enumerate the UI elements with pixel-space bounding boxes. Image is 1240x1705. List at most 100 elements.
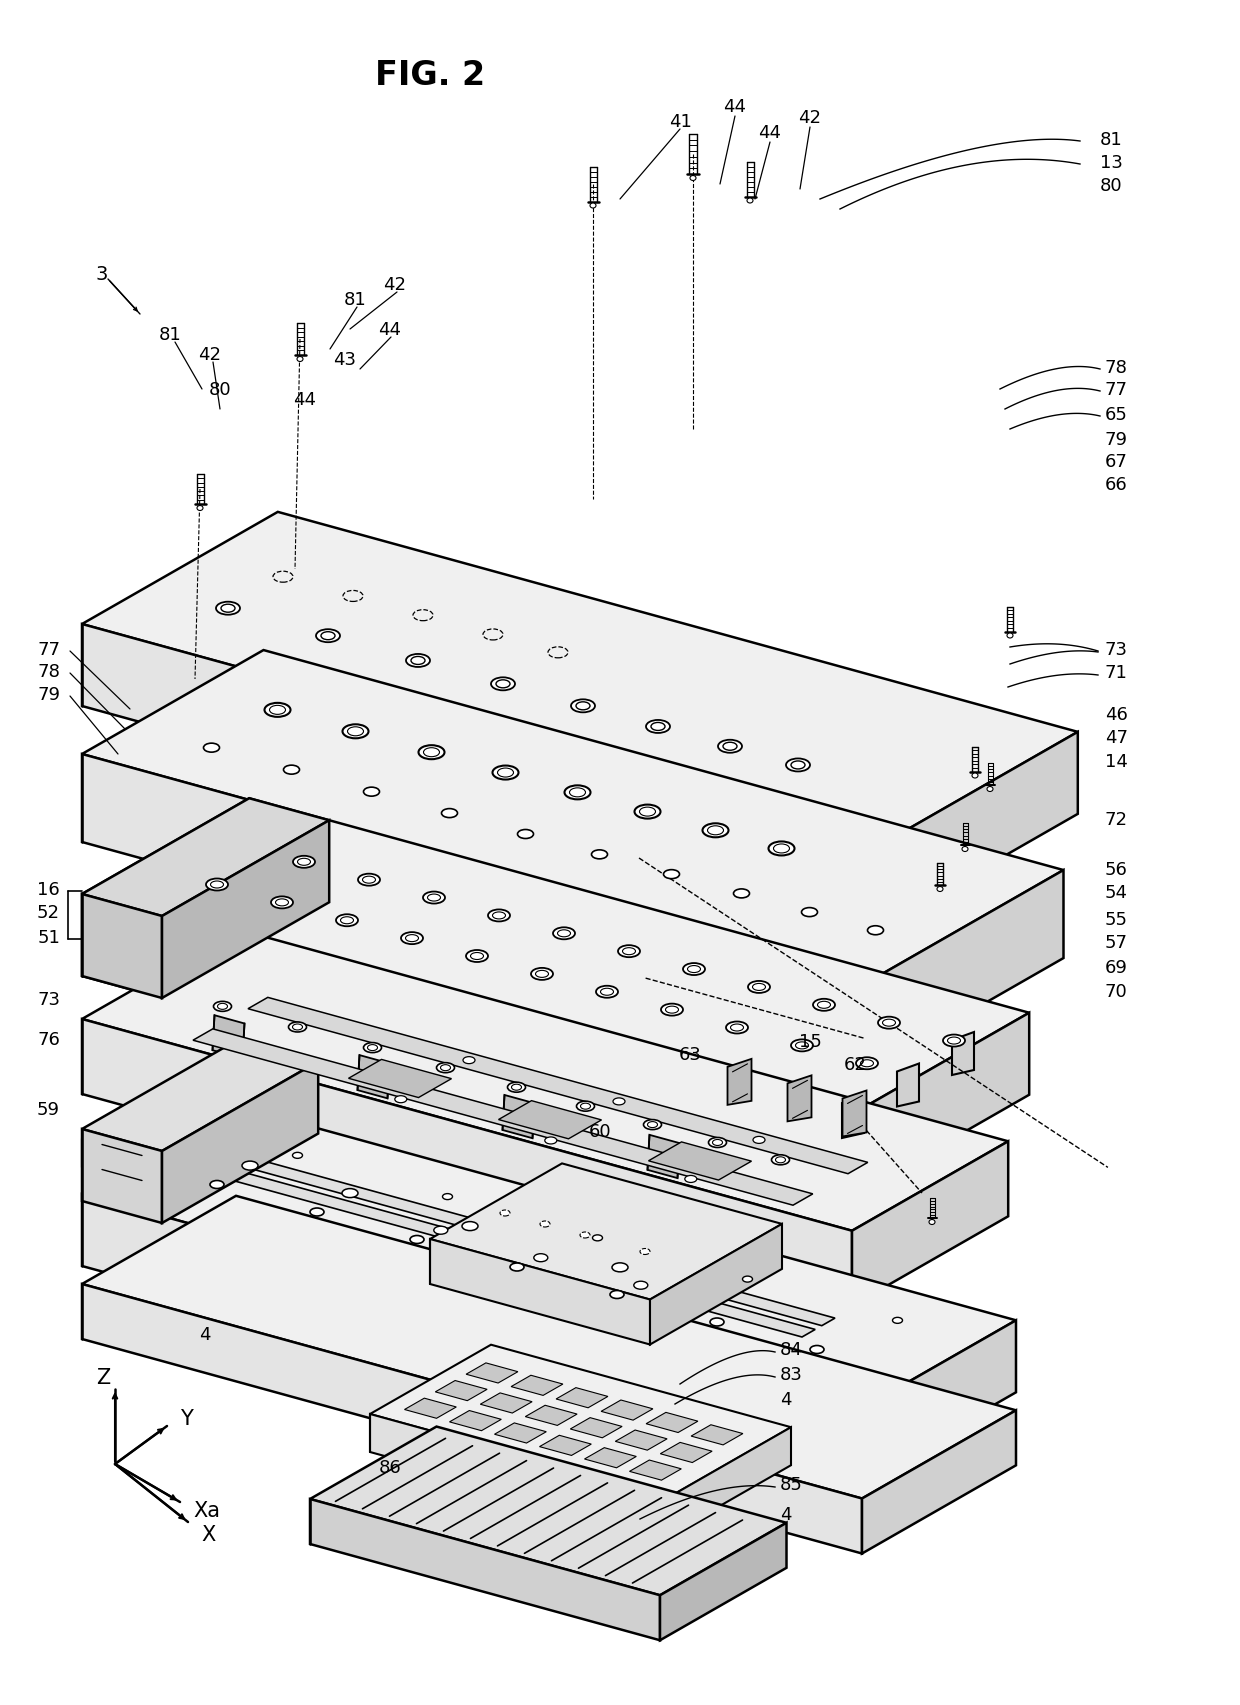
Polygon shape	[728, 1059, 751, 1105]
Polygon shape	[310, 1499, 660, 1640]
Polygon shape	[82, 755, 882, 1062]
Ellipse shape	[796, 1042, 808, 1049]
Ellipse shape	[591, 851, 608, 859]
Text: 14: 14	[1105, 752, 1128, 771]
Ellipse shape	[441, 810, 458, 818]
Ellipse shape	[810, 1345, 825, 1354]
Polygon shape	[661, 1442, 712, 1463]
Polygon shape	[430, 1240, 650, 1345]
Ellipse shape	[730, 1025, 744, 1032]
Ellipse shape	[275, 899, 289, 907]
Text: 79: 79	[1105, 431, 1128, 448]
Ellipse shape	[883, 1020, 895, 1026]
Polygon shape	[495, 1424, 547, 1442]
Ellipse shape	[748, 982, 770, 994]
Ellipse shape	[394, 1096, 407, 1103]
Ellipse shape	[622, 948, 636, 955]
Polygon shape	[862, 1321, 1016, 1480]
Text: 62: 62	[843, 1055, 867, 1074]
Text: 52: 52	[37, 904, 60, 921]
Ellipse shape	[470, 953, 484, 960]
Polygon shape	[348, 1061, 451, 1098]
Ellipse shape	[342, 725, 368, 738]
Ellipse shape	[753, 1137, 765, 1144]
Polygon shape	[82, 895, 162, 999]
Ellipse shape	[743, 1277, 753, 1282]
Text: 71: 71	[1105, 663, 1128, 682]
Polygon shape	[82, 1040, 319, 1151]
Text: 80: 80	[208, 380, 232, 399]
Ellipse shape	[463, 1222, 477, 1231]
Ellipse shape	[708, 1137, 727, 1147]
Polygon shape	[647, 1136, 680, 1178]
Polygon shape	[151, 1134, 835, 1326]
Ellipse shape	[210, 1182, 224, 1188]
Ellipse shape	[987, 788, 993, 793]
Text: 15: 15	[799, 1033, 821, 1050]
Ellipse shape	[500, 1211, 510, 1216]
Polygon shape	[615, 1430, 667, 1451]
Polygon shape	[162, 820, 329, 999]
Ellipse shape	[711, 1318, 724, 1326]
Ellipse shape	[264, 704, 290, 718]
Text: 70: 70	[1105, 982, 1127, 1001]
Polygon shape	[82, 1194, 862, 1480]
Ellipse shape	[512, 1084, 522, 1091]
Ellipse shape	[801, 909, 817, 917]
Polygon shape	[897, 1064, 919, 1107]
Text: 56: 56	[1105, 861, 1128, 878]
Ellipse shape	[507, 1083, 526, 1093]
Polygon shape	[212, 1016, 244, 1059]
Polygon shape	[450, 1410, 501, 1430]
Ellipse shape	[492, 912, 506, 919]
Ellipse shape	[298, 859, 310, 866]
Polygon shape	[82, 798, 329, 917]
Text: 16: 16	[37, 880, 60, 899]
Polygon shape	[404, 1398, 456, 1419]
Ellipse shape	[440, 1066, 450, 1071]
Polygon shape	[952, 1033, 973, 1076]
Polygon shape	[435, 1381, 487, 1402]
Polygon shape	[480, 1393, 532, 1413]
Polygon shape	[862, 1013, 1029, 1190]
Ellipse shape	[577, 1101, 594, 1112]
Text: 72: 72	[1105, 810, 1128, 829]
Polygon shape	[82, 1120, 866, 1345]
Ellipse shape	[689, 176, 696, 181]
Ellipse shape	[206, 880, 228, 892]
Ellipse shape	[221, 605, 236, 612]
Ellipse shape	[791, 1040, 813, 1052]
Ellipse shape	[610, 1291, 624, 1299]
Ellipse shape	[593, 1234, 603, 1241]
Ellipse shape	[713, 1141, 723, 1146]
Text: 78: 78	[37, 663, 60, 680]
Polygon shape	[82, 895, 862, 1190]
Ellipse shape	[510, 1263, 525, 1272]
Text: 86: 86	[378, 1458, 402, 1477]
Text: 83: 83	[780, 1366, 802, 1383]
Polygon shape	[82, 1139, 832, 1374]
Ellipse shape	[347, 728, 363, 737]
Polygon shape	[556, 1388, 608, 1408]
Polygon shape	[852, 1142, 1008, 1306]
Polygon shape	[82, 1284, 862, 1553]
Polygon shape	[82, 651, 1064, 975]
Ellipse shape	[533, 1253, 548, 1262]
Ellipse shape	[423, 892, 445, 904]
Text: 60: 60	[589, 1122, 611, 1141]
Text: 44: 44	[378, 321, 402, 339]
Text: 81: 81	[1100, 131, 1122, 148]
Ellipse shape	[424, 748, 439, 757]
Ellipse shape	[786, 759, 810, 772]
Ellipse shape	[644, 1120, 661, 1130]
Text: 42: 42	[198, 346, 222, 363]
Text: 78: 78	[1105, 358, 1128, 377]
Ellipse shape	[321, 633, 335, 641]
Ellipse shape	[491, 679, 515, 691]
Text: 80: 80	[1100, 177, 1122, 194]
Polygon shape	[502, 1095, 534, 1139]
Ellipse shape	[197, 506, 203, 512]
Ellipse shape	[646, 721, 670, 733]
Ellipse shape	[577, 702, 590, 711]
Ellipse shape	[613, 1263, 627, 1272]
